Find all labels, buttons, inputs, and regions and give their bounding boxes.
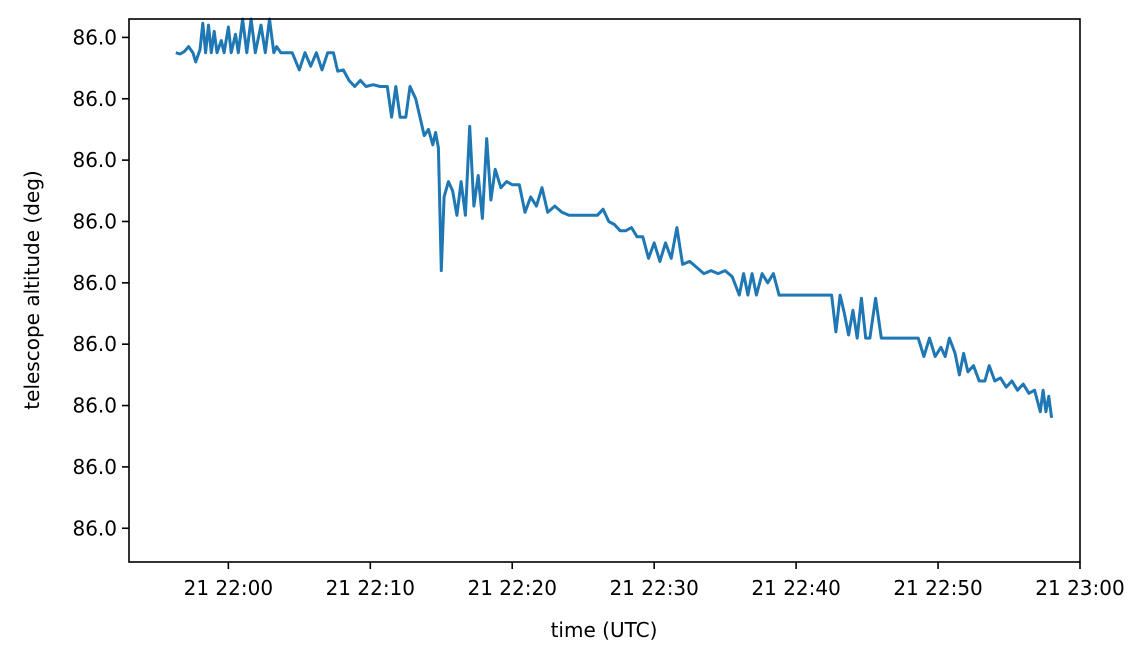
y-axis-label: telescope altitude (deg) [20,170,44,409]
y-tick-label: 86.0 [72,394,117,418]
x-tick-label: 21 22:50 [893,576,982,600]
y-tick-label: 86.0 [72,25,117,49]
y-tick-label: 86.0 [72,455,117,479]
y-tick-label: 86.0 [72,209,117,233]
x-tick-label: 21 22:10 [326,576,415,600]
y-tick-label: 86.0 [72,87,117,111]
x-tick-label: 21 22:20 [468,576,557,600]
y-tick-label: 86.0 [72,271,117,295]
y-tick-label: 86.0 [72,332,117,356]
x-tick-label: 21 22:30 [609,576,698,600]
x-tick-label: 21 22:40 [751,576,840,600]
x-tick-label: 21 23:00 [1035,576,1124,600]
line-layer [175,17,1054,418]
y-tick-label: 86.0 [72,516,117,540]
y-tick-label: 86.0 [72,148,117,172]
ticks-layer: 21 22:00 21 22:10 21 22:20 21 22:30 21 22:40… [72,25,1124,600]
series-line [175,17,1054,418]
axes-frame [128,18,1081,563]
x-tick-label: 21 22:00 [184,576,273,600]
x-axis-label: time (UTC) [551,618,658,642]
